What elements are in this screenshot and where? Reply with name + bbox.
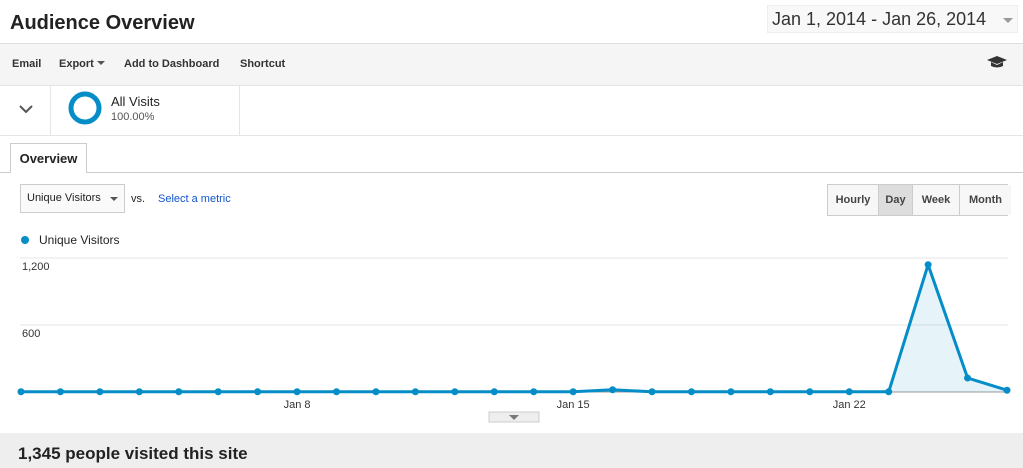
area	[21, 264, 1007, 392]
date-range-text: Jan 1, 2014 - Jan 26, 2014	[772, 9, 987, 29]
dropdown-arrow	[96, 61, 105, 69]
point	[96, 388, 104, 396]
point	[845, 388, 853, 396]
scroll-arrow	[509, 415, 519, 420]
point	[254, 388, 262, 396]
toolbar-item-text: Export	[59, 58, 94, 70]
y-tick-label: 600	[22, 328, 40, 340]
point	[806, 388, 814, 396]
y-tick-label: 1,200	[22, 261, 50, 273]
point	[56, 388, 64, 396]
point	[766, 388, 774, 396]
point	[964, 374, 972, 382]
dropdown-arrow	[1003, 18, 1013, 28]
metric-select[interactable]: Unique Visitors	[20, 184, 125, 213]
segment-percent: 100.00%	[111, 111, 155, 123]
point	[924, 261, 932, 269]
point	[451, 388, 459, 396]
point	[490, 388, 498, 396]
point	[569, 388, 577, 396]
point	[530, 388, 538, 396]
point	[885, 388, 893, 396]
point	[1003, 386, 1011, 394]
granularity-button[interactable]: Month	[959, 185, 1011, 215]
metric-select-text: Unique Visitors	[27, 192, 101, 204]
toolbar-item[interactable]: Email	[12, 58, 42, 70]
granularity-button[interactable]: Week	[912, 185, 959, 215]
point	[17, 388, 25, 396]
chart: 600 1,200 Jan 8 Jan 15 Jan 22	[17, 257, 1011, 423]
toolbar-item[interactable]: Add to Dashboard	[124, 58, 220, 70]
x-tick-label: Jan 8	[284, 399, 311, 411]
toolbar-item[interactable]: Export	[59, 58, 105, 70]
tab-line	[0, 172, 1023, 173]
divider	[239, 85, 240, 135]
toolbar-item[interactable]: Shortcut	[240, 58, 286, 70]
point	[372, 388, 380, 396]
x-tick-label: Jan 15	[557, 399, 590, 411]
granularity-group: Hourly Day Week Month	[827, 184, 1011, 216]
summary-text: 1,345 people visited this site	[18, 444, 248, 463]
point	[411, 388, 419, 396]
line	[21, 263, 1008, 394]
point	[333, 388, 341, 396]
point	[293, 388, 301, 396]
point	[648, 388, 656, 396]
point	[609, 386, 617, 394]
divider	[50, 85, 51, 135]
collapse-chevron[interactable]	[18, 103, 34, 115]
point	[175, 388, 183, 396]
granularity-button[interactable]: Hourly	[827, 185, 878, 215]
point	[687, 388, 695, 396]
vs-label: vs.	[131, 193, 146, 205]
date-range[interactable]: Jan 1, 2014 - Jan 26, 2014	[767, 5, 1018, 33]
point	[214, 388, 222, 396]
summary-band	[0, 433, 1023, 468]
academy-icon[interactable]	[986, 55, 1008, 71]
granularity-button[interactable]: Day	[878, 185, 912, 215]
x-tick-label: Jan 22	[833, 399, 866, 411]
legend-label[interactable]: Unique Visitors	[39, 233, 120, 247]
point	[135, 388, 143, 396]
divider	[0, 135, 1023, 136]
tab[interactable]: Overview	[10, 143, 87, 173]
segment-donut	[68, 91, 102, 125]
dropdown-arrow	[110, 197, 118, 205]
point	[727, 388, 735, 396]
legend-marker	[21, 236, 29, 244]
toolbar	[0, 43, 1023, 86]
segment-name[interactable]: All Visits	[111, 94, 160, 109]
page-title: Audience Overview	[10, 12, 195, 34]
select-metric-link[interactable]: Select a metric	[158, 193, 231, 205]
